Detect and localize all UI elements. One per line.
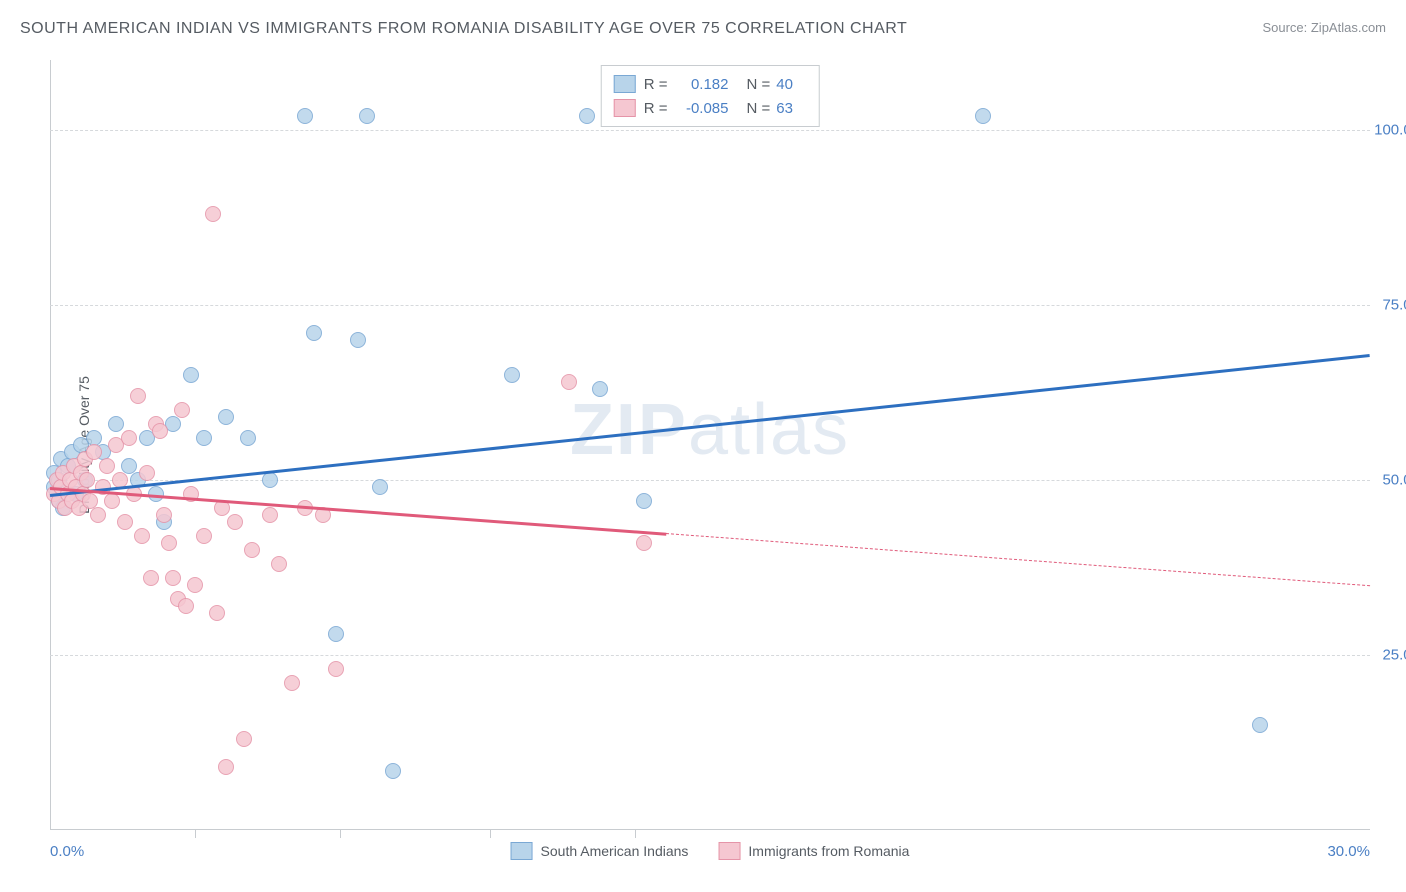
r-value: -0.085 <box>674 100 729 117</box>
series-name: Immigrants from Romania <box>748 843 909 859</box>
scatter-point <box>104 493 120 509</box>
scatter-point <box>99 458 115 474</box>
scatter-point <box>218 409 234 425</box>
legend-swatch <box>614 99 636 117</box>
gridline <box>50 655 1370 656</box>
y-tick-label: 25.0% <box>1382 647 1406 664</box>
scatter-point <box>90 507 106 523</box>
scatter-point <box>297 108 313 124</box>
x-tick <box>490 830 491 838</box>
r-value: 0.182 <box>674 76 729 93</box>
scatter-point <box>236 731 252 747</box>
scatter-point <box>218 759 234 775</box>
scatter-point <box>209 605 225 621</box>
x-tick <box>195 830 196 838</box>
source-attribution: Source: ZipAtlas.com <box>1262 20 1386 35</box>
scatter-point <box>350 332 366 348</box>
correlation-legend: R = 0.182 N = 40 R = -0.085 N = 63 <box>601 65 820 127</box>
y-axis-line <box>50 60 51 830</box>
scatter-point <box>284 675 300 691</box>
scatter-point <box>156 507 172 523</box>
scatter-point <box>121 430 137 446</box>
legend-row: R = -0.085 N = 63 <box>614 96 807 120</box>
x-axis-line <box>50 829 1370 830</box>
scatter-point <box>183 367 199 383</box>
scatter-point <box>579 108 595 124</box>
n-label: N = <box>747 100 771 117</box>
series-legend: South American Indians Immigrants from Ro… <box>511 842 910 860</box>
scatter-point <box>174 402 190 418</box>
x-tick-label: 30.0% <box>1327 843 1370 860</box>
scatter-point <box>592 381 608 397</box>
scatter-point <box>196 430 212 446</box>
scatter-point <box>385 763 401 779</box>
scatter-point <box>359 108 375 124</box>
n-label: N = <box>747 76 771 93</box>
series-name: South American Indians <box>541 843 689 859</box>
gridline <box>50 305 1370 306</box>
scatter-point <box>1252 717 1268 733</box>
scatter-point <box>262 472 278 488</box>
scatter-point <box>328 661 344 677</box>
legend-item: Immigrants from Romania <box>718 842 909 860</box>
legend-row: R = 0.182 N = 40 <box>614 72 807 96</box>
scatter-point <box>143 570 159 586</box>
scatter-point <box>196 528 212 544</box>
x-tick <box>635 830 636 838</box>
scatter-point <box>504 367 520 383</box>
scatter-point <box>165 570 181 586</box>
n-value: 63 <box>776 100 806 117</box>
legend-item: South American Indians <box>511 842 689 860</box>
scatter-point <box>306 325 322 341</box>
legend-text: R = -0.085 N = 63 <box>644 100 807 117</box>
x-tick <box>340 830 341 838</box>
scatter-point <box>139 465 155 481</box>
trendline-solid <box>50 354 1370 496</box>
scatter-point <box>117 514 133 530</box>
scatter-point <box>561 374 577 390</box>
legend-text: R = 0.182 N = 40 <box>644 76 807 93</box>
scatter-point <box>271 556 287 572</box>
r-label: R = <box>644 100 668 117</box>
plot-region: ZIPatlas R =0.182N =40R =-0.085N =63 25.… <box>50 60 1370 830</box>
gridline <box>50 130 1370 131</box>
scatter-point <box>975 108 991 124</box>
scatter-point <box>636 493 652 509</box>
scatter-point <box>205 206 221 222</box>
legend-swatch <box>511 842 533 860</box>
scatter-point <box>161 535 177 551</box>
scatter-point <box>130 388 146 404</box>
y-tick-label: 50.0% <box>1382 472 1406 489</box>
scatter-point <box>227 514 243 530</box>
scatter-point <box>636 535 652 551</box>
n-value: 40 <box>776 76 806 93</box>
scatter-point <box>328 626 344 642</box>
scatter-point <box>244 542 260 558</box>
scatter-point <box>178 598 194 614</box>
gridline <box>50 480 1370 481</box>
scatter-point <box>240 430 256 446</box>
legend-swatch <box>718 842 740 860</box>
r-label: R = <box>644 76 668 93</box>
scatter-point <box>79 472 95 488</box>
scatter-point <box>134 528 150 544</box>
y-tick-label: 100.0% <box>1374 122 1406 139</box>
watermark: ZIPatlas <box>570 389 850 471</box>
trendline-dashed <box>666 533 1370 586</box>
scatter-point <box>262 507 278 523</box>
scatter-point <box>372 479 388 495</box>
legend-swatch <box>614 75 636 93</box>
y-tick-label: 75.0% <box>1382 297 1406 314</box>
scatter-point <box>108 416 124 432</box>
x-tick-label: 0.0% <box>50 843 84 860</box>
chart-title: SOUTH AMERICAN INDIAN VS IMMIGRANTS FROM… <box>20 20 907 38</box>
scatter-point <box>152 423 168 439</box>
chart-area: Disability Age Over 75 ZIPatlas R =0.182… <box>50 60 1370 830</box>
scatter-point <box>187 577 203 593</box>
scatter-point <box>86 444 102 460</box>
watermark-sub: atlas <box>688 390 850 470</box>
